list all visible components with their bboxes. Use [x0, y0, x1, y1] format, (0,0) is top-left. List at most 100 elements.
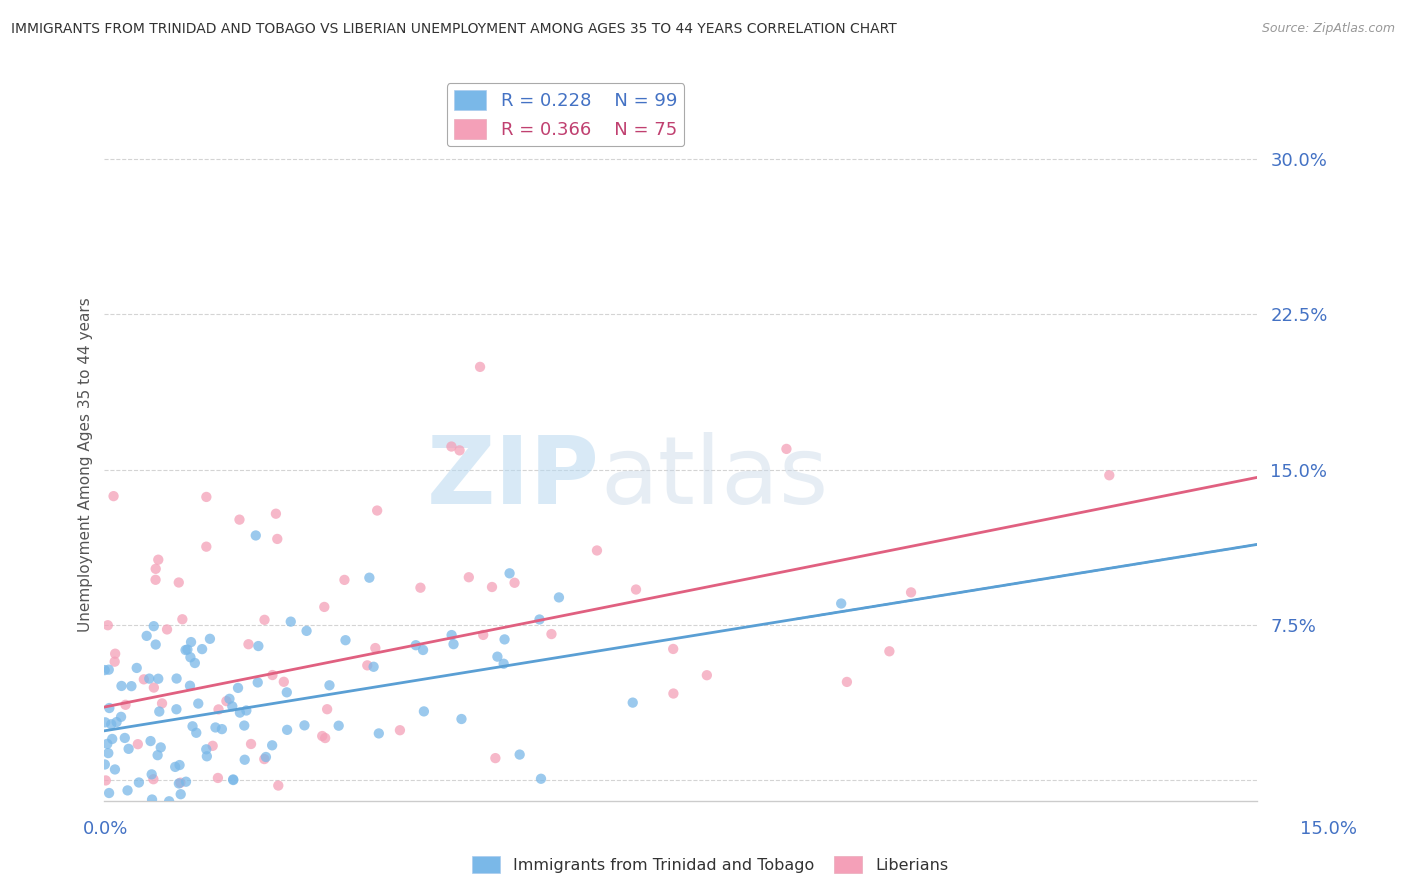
- Point: [100, 717, 122, 731]
- Point: [174, 643, 197, 657]
- Legend: R = 0.228    N = 99, R = 0.366    N = 75: R = 0.228 N = 99, R = 0.366 N = 75: [447, 83, 685, 146]
- Point: [180, 635, 202, 649]
- Point: [132, 673, 155, 687]
- Point: [454, 814, 477, 829]
- Point: [98, 701, 121, 715]
- Point: [266, 532, 288, 546]
- Point: [316, 702, 339, 716]
- Point: [142, 619, 165, 633]
- Point: [167, 776, 190, 790]
- Point: [174, 774, 197, 789]
- Point: [314, 731, 336, 745]
- Point: [167, 575, 190, 590]
- Point: [328, 719, 350, 733]
- Text: Source: ZipAtlas.com: Source: ZipAtlas.com: [1261, 22, 1395, 36]
- Point: [229, 706, 252, 720]
- Point: [97, 663, 120, 677]
- Point: [150, 697, 173, 711]
- Legend: Immigrants from Trinidad and Tobago, Liberians: Immigrants from Trinidad and Tobago, Lib…: [465, 849, 955, 880]
- Point: [179, 650, 201, 665]
- Point: [314, 599, 336, 614]
- Point: [835, 674, 858, 689]
- Point: [101, 731, 124, 746]
- Point: [179, 679, 201, 693]
- Point: [311, 729, 333, 743]
- Point: [879, 644, 901, 658]
- Point: [181, 719, 204, 733]
- Point: [498, 566, 520, 581]
- Point: [696, 668, 718, 682]
- Point: [131, 814, 153, 829]
- Point: [621, 696, 644, 710]
- Point: [233, 718, 256, 732]
- Point: [191, 642, 214, 657]
- Point: [169, 758, 191, 772]
- Y-axis label: Unemployment Among Ages 35 to 44 years: Unemployment Among Ages 35 to 44 years: [79, 297, 93, 632]
- Point: [117, 783, 139, 797]
- Point: [186, 725, 208, 739]
- Point: [111, 814, 134, 829]
- Point: [215, 694, 238, 708]
- Point: [262, 739, 284, 753]
- Point: [195, 490, 218, 504]
- Point: [148, 705, 170, 719]
- Point: [449, 443, 471, 458]
- Point: [440, 440, 463, 454]
- Point: [114, 698, 136, 712]
- Point: [221, 699, 243, 714]
- Point: [396, 805, 419, 819]
- Point: [187, 697, 209, 711]
- Point: [276, 723, 298, 737]
- Point: [295, 805, 318, 819]
- Point: [509, 747, 531, 762]
- Point: [468, 359, 491, 374]
- Point: [529, 612, 551, 626]
- Point: [165, 702, 187, 716]
- Point: [363, 660, 385, 674]
- Point: [294, 718, 316, 732]
- Point: [98, 786, 121, 800]
- Point: [139, 734, 162, 748]
- Point: [145, 638, 167, 652]
- Point: [218, 691, 240, 706]
- Point: [662, 686, 685, 700]
- Point: [492, 657, 515, 671]
- Point: [157, 794, 180, 808]
- Point: [127, 737, 149, 751]
- Point: [145, 562, 167, 576]
- Point: [114, 799, 136, 814]
- Point: [280, 615, 302, 629]
- Point: [128, 775, 150, 789]
- Point: [167, 814, 190, 829]
- Point: [412, 705, 434, 719]
- Point: [318, 678, 340, 692]
- Point: [141, 792, 163, 806]
- Point: [356, 658, 378, 673]
- Point: [97, 746, 120, 760]
- Point: [267, 779, 290, 793]
- Point: [359, 571, 381, 585]
- Point: [184, 656, 207, 670]
- Point: [245, 528, 267, 542]
- Point: [198, 632, 221, 646]
- Point: [105, 715, 128, 730]
- Point: [440, 628, 463, 642]
- Point: [149, 740, 172, 755]
- Point: [195, 749, 218, 764]
- Point: [1098, 468, 1121, 483]
- Point: [94, 814, 117, 829]
- Point: [409, 581, 432, 595]
- Point: [253, 752, 276, 766]
- Point: [364, 641, 387, 656]
- Point: [222, 772, 245, 787]
- Point: [169, 775, 191, 789]
- Point: [142, 681, 165, 695]
- Point: [145, 573, 167, 587]
- Point: [624, 582, 647, 597]
- Point: [484, 751, 506, 765]
- Point: [503, 575, 526, 590]
- Text: atlas: atlas: [600, 432, 828, 524]
- Point: [125, 661, 148, 675]
- Point: [530, 772, 553, 786]
- Point: [96, 737, 118, 751]
